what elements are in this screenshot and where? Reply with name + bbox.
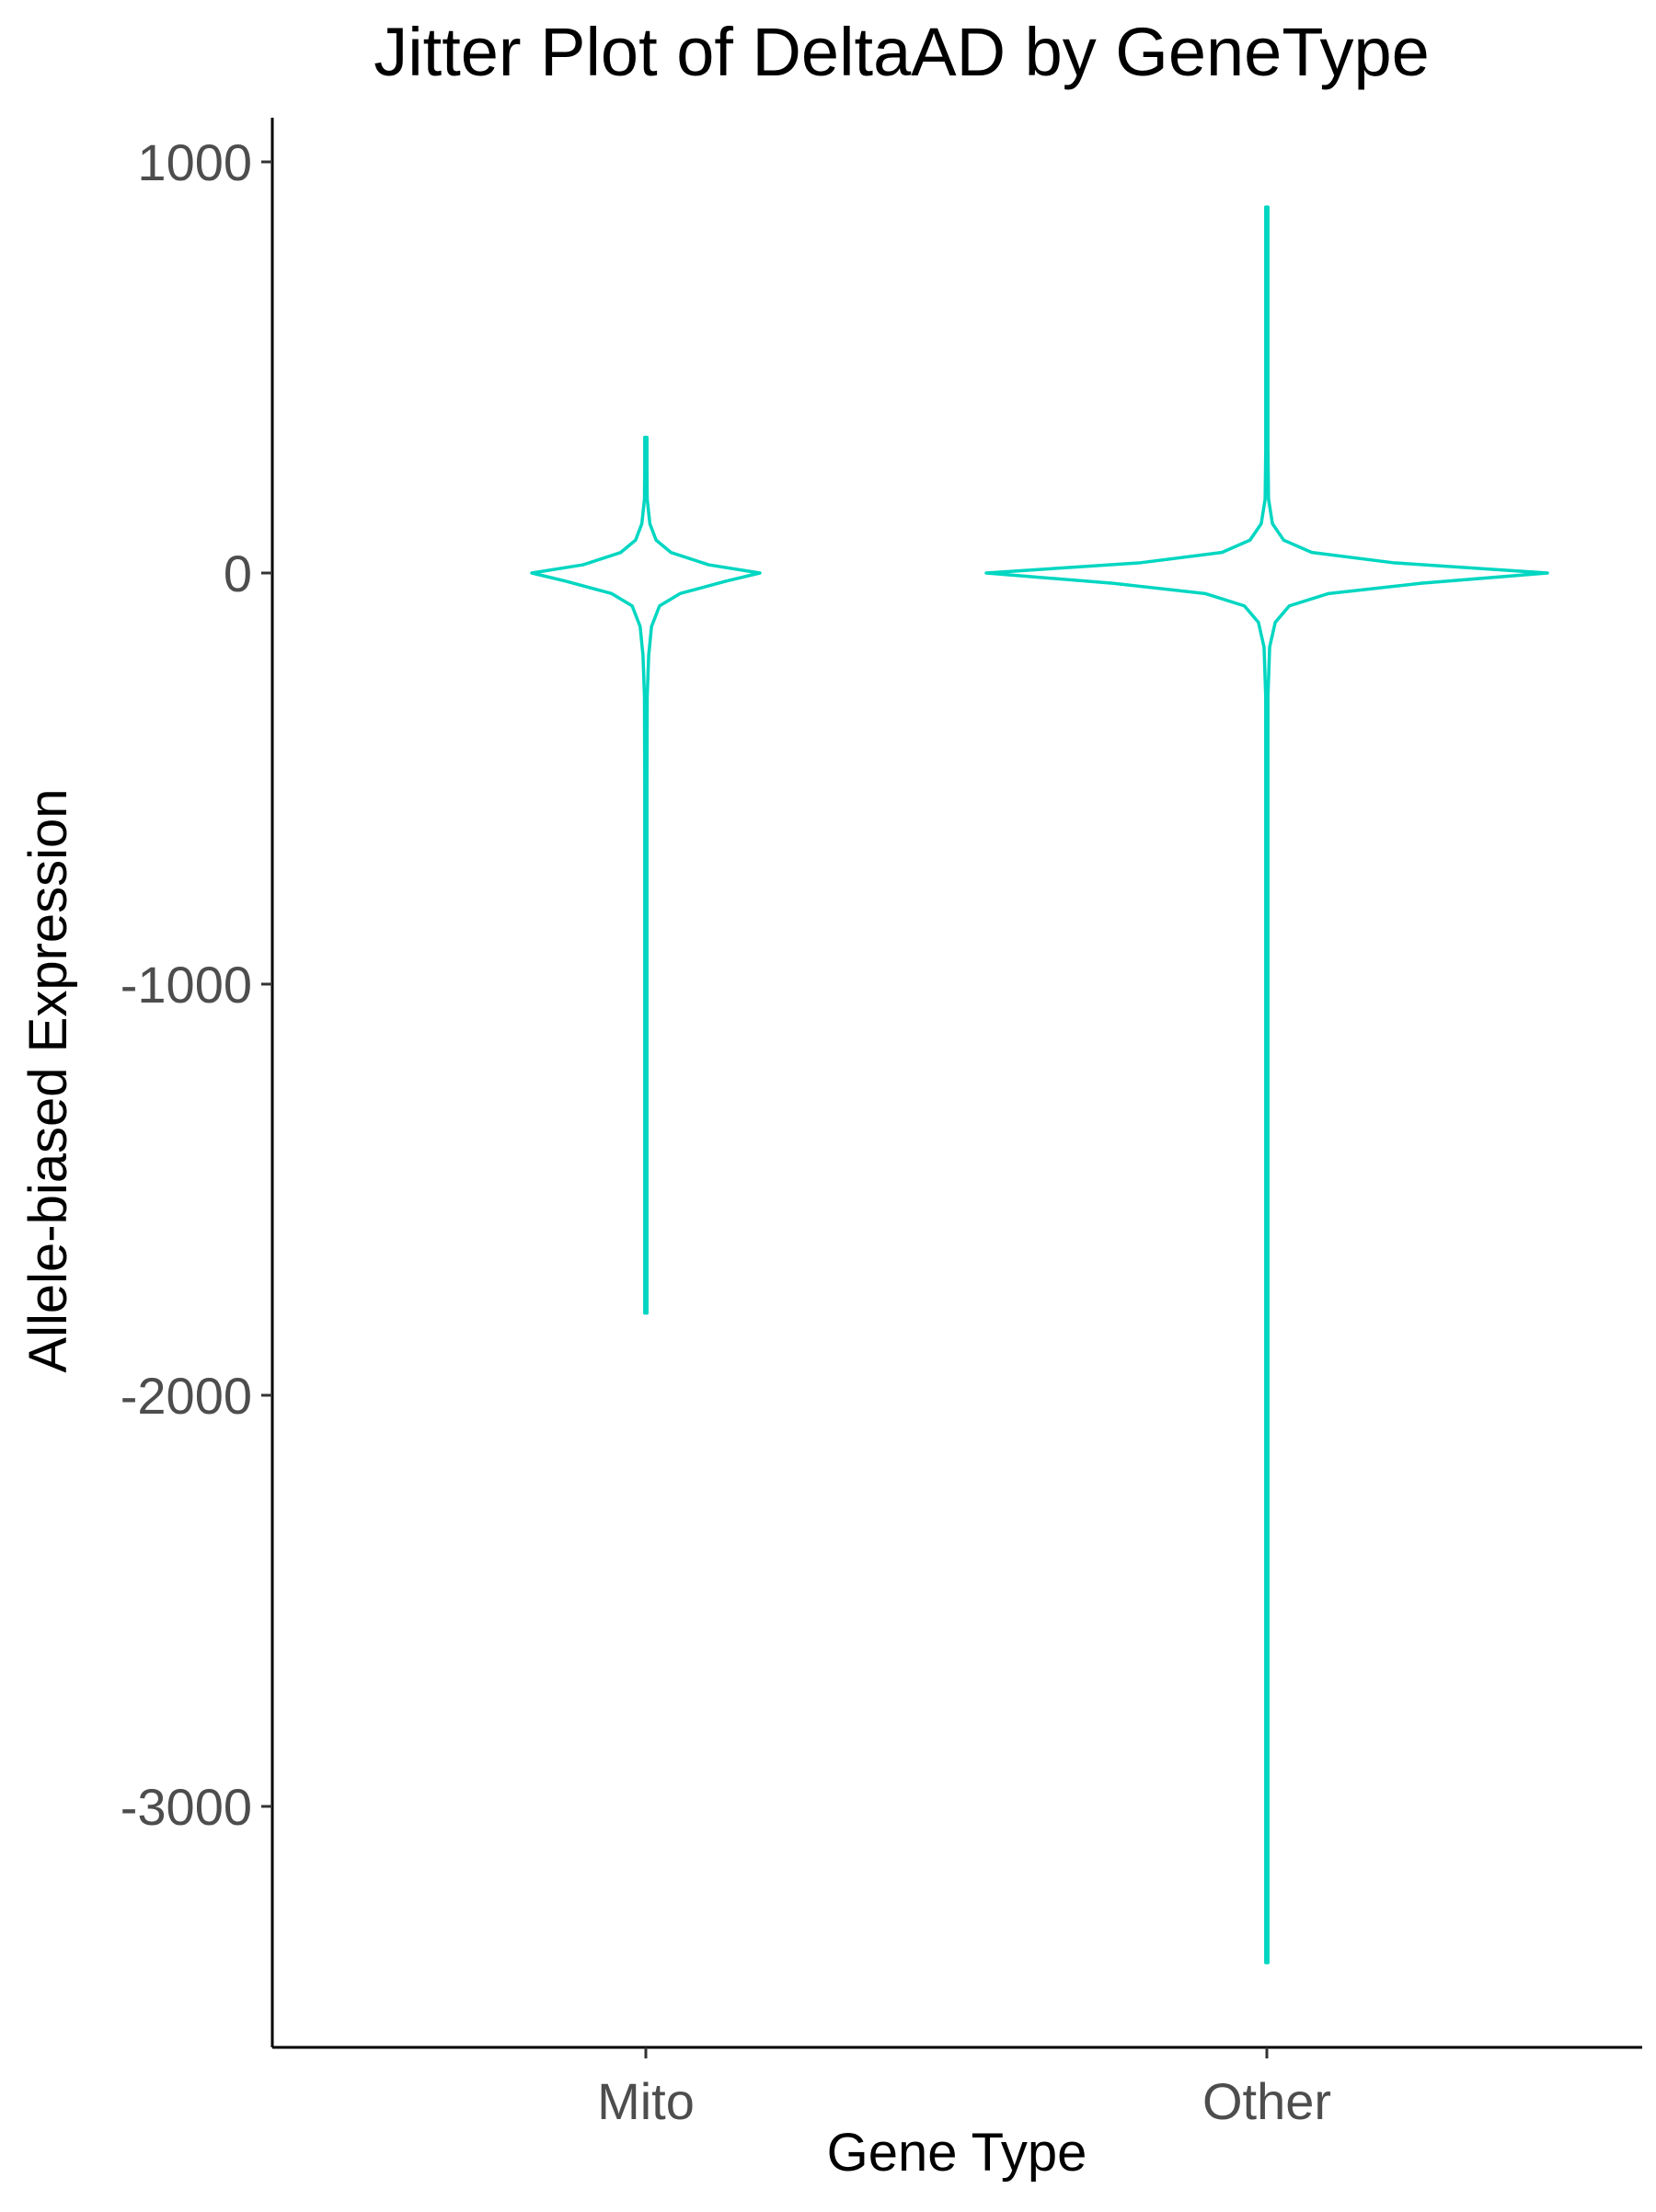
y-tick-label: -3000 xyxy=(121,1778,252,1836)
chart-title: Jitter Plot of DeltaAD by GeneType xyxy=(374,14,1430,90)
y-axis: 1000 0 -1000 -2000 -3000 xyxy=(121,118,274,2047)
violins-group xyxy=(530,205,1549,1965)
violin-mito xyxy=(530,435,762,1315)
x-tick-label-other: Other xyxy=(1202,2072,1331,2130)
x-tick-label-mito: Mito xyxy=(597,2072,695,2130)
y-tick-label: -2000 xyxy=(121,1367,252,1425)
x-axis: Mito Other xyxy=(272,2046,1642,2130)
y-tick-label: 1000 xyxy=(137,133,252,191)
x-axis-title: Gene Type xyxy=(827,2123,1087,2183)
y-axis-title: Allele-biased Expression xyxy=(18,788,78,1372)
y-tick-label: 0 xyxy=(224,544,252,602)
y-tick-label: -1000 xyxy=(121,956,252,1014)
violin-other xyxy=(984,205,1549,1965)
